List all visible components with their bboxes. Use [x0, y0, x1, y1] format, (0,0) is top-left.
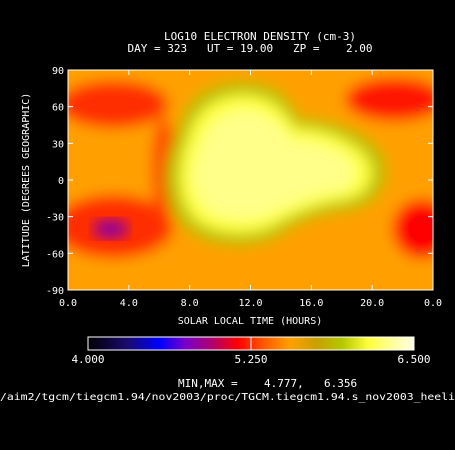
y-tick-label: 90	[52, 66, 64, 77]
colorbar-mid-label: 5.250	[234, 353, 267, 366]
y-tick-label: -60	[46, 249, 64, 260]
x-tick-label: 8.0	[181, 298, 199, 309]
y-axis: 90 60 30 0 -30 -60 -90	[46, 66, 433, 297]
y-tick-label: -90	[46, 286, 64, 297]
colorbar-max-label: 6.500	[397, 353, 430, 366]
chart-title: LOG10 ELECTRON DENSITY (cm-3)	[164, 30, 356, 43]
y-tick-label: 30	[52, 139, 64, 150]
x-axis-label: SOLAR LOCAL TIME (HOURS)	[178, 316, 323, 327]
x-tick-label: 0.0	[59, 298, 77, 309]
min-value: 4.777,	[264, 377, 304, 390]
x-tick-label: 16.0	[299, 298, 323, 309]
file-path: /aim2/tgcm/tiegcm1.94/nov2003/proc/TGCM.…	[0, 392, 455, 403]
y-axis-label: LATITUDE (DEGREES GEOGRAPHIC)	[21, 93, 32, 268]
y-tick-label: -30	[46, 213, 64, 224]
x-tick-label: 4.0	[120, 298, 138, 309]
y-tick-label: 0	[58, 176, 64, 187]
x-tick-label: 0.0	[424, 298, 442, 309]
x-tick-label: 12.0	[238, 298, 262, 309]
x-tick-label: 20.0	[360, 298, 384, 309]
max-value: 6.356	[324, 377, 357, 390]
min-max-label: MIN,MAX =	[178, 377, 238, 390]
density-field	[68, 70, 433, 290]
x-axis: 0.0 4.0 8.0 12.0 16.0 20.0 0.0	[59, 70, 442, 309]
y-tick-label: 60	[52, 103, 64, 114]
chart-subtitle: DAY = 323 UT = 19.00 ZP = 2.00	[127, 42, 372, 55]
colorbar-min-label: 4.000	[71, 353, 104, 366]
